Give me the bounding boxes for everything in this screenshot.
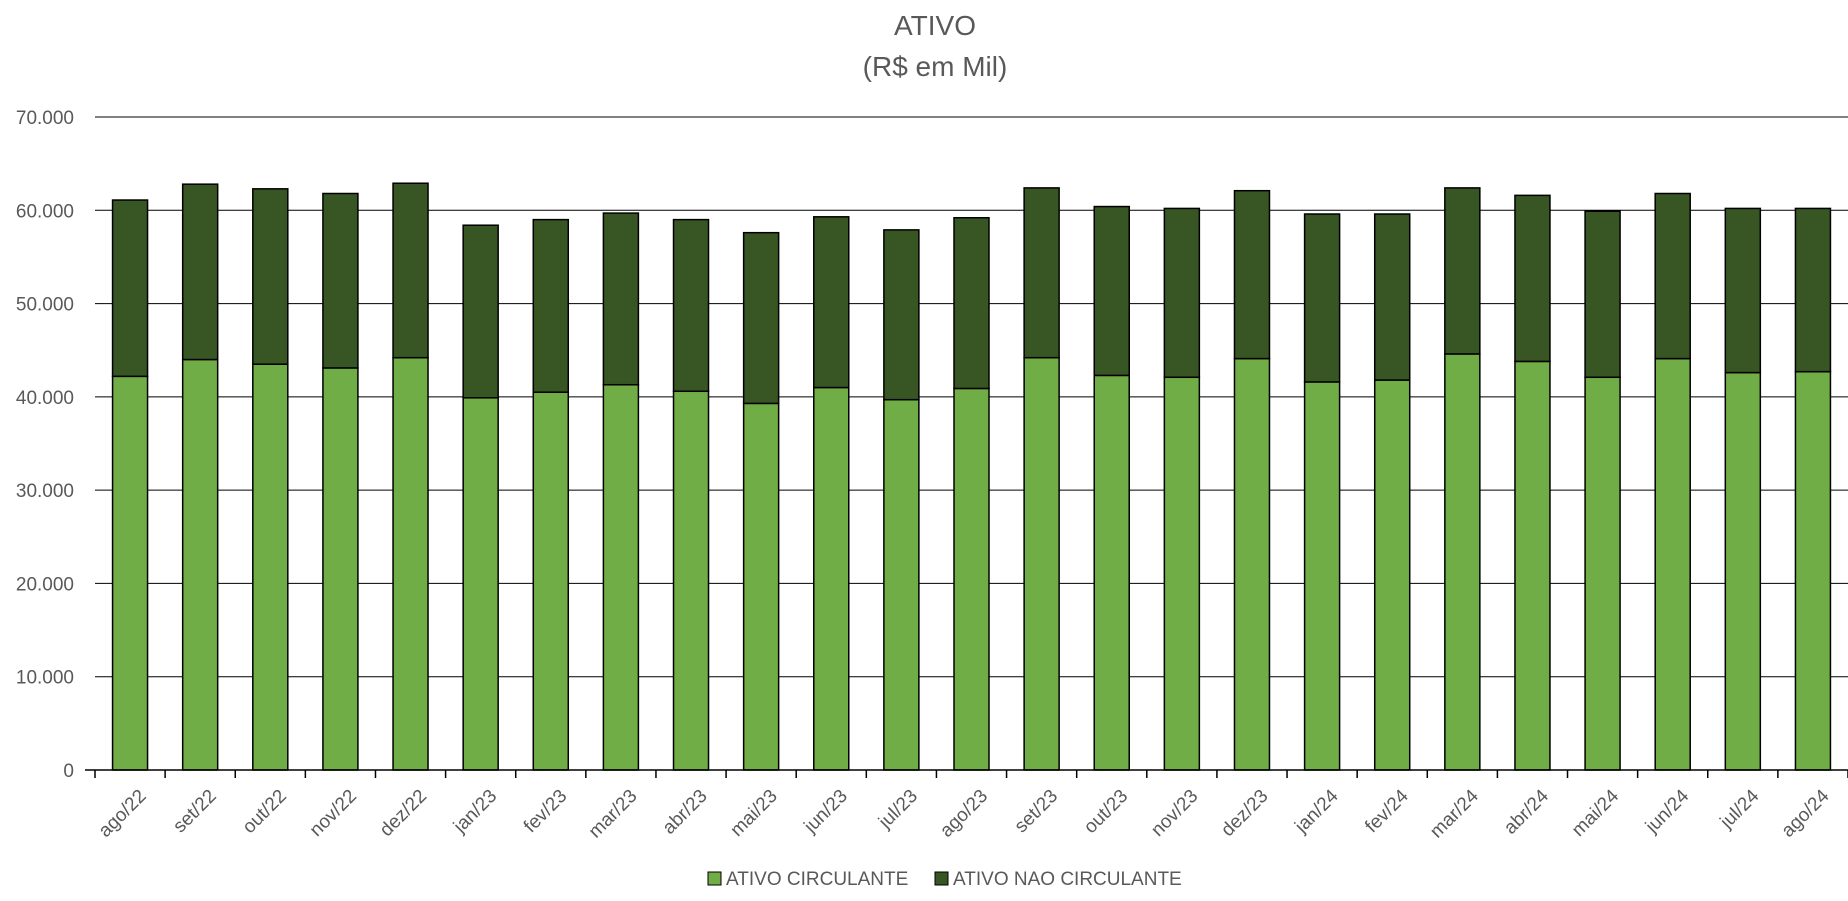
x-tick-label: dez/23 xyxy=(1217,786,1272,841)
bar-ativo-circulante xyxy=(883,398,920,771)
y-tick-label: 10.000 xyxy=(16,668,74,689)
x-tick-label: out/23 xyxy=(1080,786,1132,838)
x-tick-label: jul/24 xyxy=(1716,785,1764,833)
bar-ativo-nao-circulante xyxy=(1444,187,1481,355)
x-tick-label: mai/24 xyxy=(1568,785,1623,840)
legend-item-ativo-circulante: ATIVO CIRCULANTE xyxy=(707,869,908,890)
y-tick-label: 60.000 xyxy=(16,201,74,222)
x-tick-label: ago/24 xyxy=(1778,785,1834,841)
bar-ativo-circulante xyxy=(1093,374,1130,771)
bar-ativo-circulante xyxy=(813,386,850,771)
bar-ativo-nao-circulante xyxy=(602,212,640,386)
y-tick-label: 40.000 xyxy=(16,388,74,409)
bar-ativo-circulante xyxy=(1654,357,1691,771)
bar-ativo-circulante xyxy=(953,387,990,771)
bar-ativo-nao-circulante xyxy=(1093,205,1130,377)
bar-ativo-circulante xyxy=(742,402,780,771)
legend-item-ativo-nao-circulante: ATIVO NAO CIRCULANTE xyxy=(934,869,1182,890)
x-axis-ticks: ago/22 set/22 out/22 nov/22 dez/22 jan/23 fev/… xyxy=(95,785,1834,842)
x-tick-label: mai/23 xyxy=(727,786,782,841)
bar-ativo-circulante xyxy=(181,358,219,771)
x-tick-label: mar/24 xyxy=(1426,785,1483,842)
bar-ativo-nao-circulante xyxy=(1794,207,1832,373)
x-tick-label: jul/23 xyxy=(874,786,922,834)
bar-ativo-nao-circulante xyxy=(672,218,710,393)
bar-ativo-circulante xyxy=(672,390,710,771)
bar-ativo-circulante xyxy=(322,367,359,771)
y-tick-label: 30.000 xyxy=(16,481,74,502)
bar-ativo-nao-circulante xyxy=(392,182,429,359)
bar-ativo-circulante xyxy=(1233,357,1271,771)
bar-ativo-nao-circulante xyxy=(1514,194,1551,363)
bar-ativo-nao-circulante xyxy=(1023,187,1060,359)
x-tick-label: abr/23 xyxy=(659,786,712,839)
legend-swatch xyxy=(934,871,949,886)
legend-swatch xyxy=(707,871,722,886)
bar-ativo-nao-circulante xyxy=(181,183,219,361)
bar-ativo-circulante xyxy=(1023,356,1060,771)
bar-ativo-circulante xyxy=(602,383,640,771)
bar-ativo-circulante xyxy=(532,391,570,771)
x-tick-label: mar/23 xyxy=(585,786,642,843)
bar-ativo-nao-circulante xyxy=(1584,210,1621,379)
bar-ativo-nao-circulante xyxy=(883,229,920,401)
y-tick-label: 70.000 xyxy=(16,108,74,129)
x-tick-label: jun/24 xyxy=(1641,785,1693,837)
bars xyxy=(111,182,1832,771)
bar-ativo-nao-circulante xyxy=(1654,192,1691,360)
legend-label: ATIVO CIRCULANTE xyxy=(726,869,908,890)
bar-ativo-nao-circulante xyxy=(532,218,570,393)
bar-ativo-circulante xyxy=(1444,353,1481,771)
bar-ativo-nao-circulante xyxy=(1373,213,1411,381)
chart-title: ATIVO xyxy=(894,10,976,41)
y-axis-ticks: 0 10.000 20.000 30.000 40.000 50.000 60.000 70.… xyxy=(16,108,74,782)
bar-ativo-nao-circulante xyxy=(252,188,289,365)
bar-ativo-circulante xyxy=(462,397,499,771)
bar-ativo-nao-circulante xyxy=(953,216,990,390)
bar-ativo-circulante xyxy=(1514,360,1551,771)
x-tick-label: dez/22 xyxy=(376,786,431,841)
y-tick-label: 20.000 xyxy=(16,574,74,595)
x-tick-label: jan/24 xyxy=(1291,785,1343,837)
bar-ativo-circulante xyxy=(111,375,149,771)
x-tick-label: jun/23 xyxy=(800,786,852,838)
x-tick-label: nov/22 xyxy=(306,786,361,841)
legend: ATIVO CIRCULANTE ATIVO NAO CIRCULANTE xyxy=(707,869,1182,890)
bar-ativo-nao-circulante xyxy=(1163,207,1201,379)
bar-ativo-circulante xyxy=(1584,376,1621,771)
x-axis xyxy=(85,769,1848,778)
bar-ativo-nao-circulante xyxy=(111,199,149,378)
bar-ativo-nao-circulante xyxy=(322,192,359,369)
bar-ativo-nao-circulante xyxy=(813,216,850,389)
x-tick-label: nov/23 xyxy=(1147,786,1202,841)
x-tick-label: fev/24 xyxy=(1361,785,1413,837)
y-tick-label: 50.000 xyxy=(16,295,74,316)
x-tick-label: set/23 xyxy=(1011,786,1062,837)
bar-ativo-nao-circulante xyxy=(742,231,780,405)
bar-ativo-circulante xyxy=(392,356,429,771)
legend-label: ATIVO NAO CIRCULANTE xyxy=(953,869,1182,890)
x-tick-label: set/22 xyxy=(169,786,220,837)
bar-ativo-nao-circulante xyxy=(1303,213,1341,383)
x-tick-label: abr/24 xyxy=(1500,785,1553,838)
x-tick-label: ago/22 xyxy=(95,786,151,842)
bar-ativo-nao-circulante xyxy=(1233,189,1271,360)
x-tick-label: ago/23 xyxy=(936,786,992,842)
y-tick-label: 0 xyxy=(63,761,74,782)
chart-subtitle: (R$ em Mil) xyxy=(863,51,1008,82)
bar-ativo-circulante xyxy=(1724,371,1762,771)
x-tick-label: out/22 xyxy=(239,786,291,838)
bar-ativo-circulante xyxy=(1373,379,1411,771)
bar-ativo-circulante xyxy=(1163,376,1201,771)
bar-ativo-circulante xyxy=(252,363,289,771)
x-tick-label: fev/23 xyxy=(520,786,571,837)
x-tick-label: jan/23 xyxy=(449,786,501,838)
bar-ativo-circulante xyxy=(1303,381,1341,771)
bar-ativo-nao-circulante xyxy=(1724,207,1762,374)
bar-ativo-nao-circulante xyxy=(462,224,499,399)
bar-ativo-circulante xyxy=(1794,370,1832,771)
